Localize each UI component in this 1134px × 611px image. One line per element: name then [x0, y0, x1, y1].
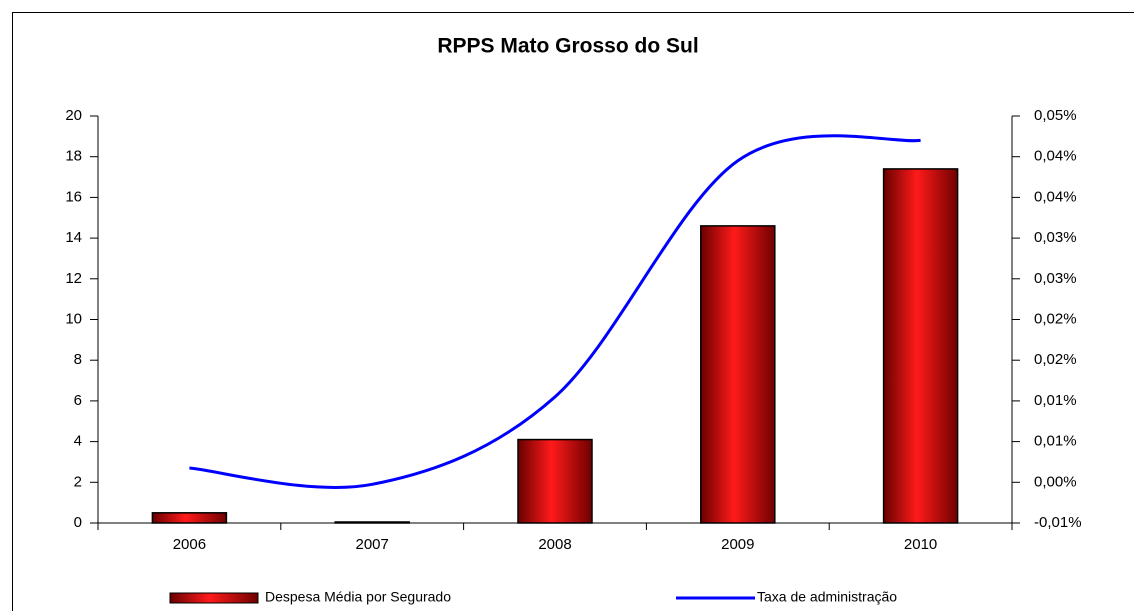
legend-label: Despesa Média por Segurado — [265, 589, 451, 605]
chart-border — [12, 12, 1134, 611]
y-tick-label: 10 — [65, 310, 82, 327]
y-tick-label: 18 — [65, 148, 82, 165]
y2-tick-label: 0,03% — [1034, 270, 1077, 287]
y2-tick-label: 0,03% — [1034, 229, 1077, 246]
y2-tick-label: 0,00% — [1034, 473, 1077, 490]
x-tick-label: 2009 — [721, 536, 754, 553]
y-tick-label: 20 — [65, 107, 82, 124]
y-tick-label: 4 — [74, 433, 82, 450]
legend-label: Taxa de administração — [757, 589, 897, 605]
legend-swatch — [169, 592, 259, 604]
y2-tick-label: 0,04% — [1034, 148, 1077, 165]
bar — [334, 521, 410, 524]
bar — [700, 225, 776, 524]
y-tick-label: 16 — [65, 188, 82, 205]
y2-tick-label: 0,04% — [1034, 188, 1077, 205]
chart-title: RPPS Mato Grosso do Sul — [437, 35, 698, 58]
bar — [882, 168, 959, 524]
y2-tick-label: 0,02% — [1034, 351, 1077, 368]
x-tick-label: 2008 — [538, 536, 571, 553]
y-tick-label: 14 — [65, 229, 82, 246]
y-tick-label: 2 — [74, 473, 82, 490]
x-tick-label: 2006 — [173, 536, 206, 553]
y2-tick-label: 0,01% — [1034, 433, 1077, 450]
y2-tick-label: 0,02% — [1034, 310, 1077, 327]
y-tick-label: 12 — [65, 270, 82, 287]
x-tick-label: 2010 — [904, 536, 937, 553]
bar — [517, 438, 593, 524]
y2-tick-label: 0,01% — [1034, 392, 1077, 409]
bar — [151, 512, 228, 524]
y-tick-label: 6 — [74, 392, 82, 409]
y2-tick-label: 0,05% — [1034, 107, 1077, 124]
y2-tick-label: -0,01% — [1034, 514, 1082, 531]
line — [189, 134, 921, 489]
y-tick-label: 8 — [74, 351, 82, 368]
y-tick-label: 0 — [74, 514, 82, 531]
x-tick-label: 2007 — [356, 536, 389, 553]
